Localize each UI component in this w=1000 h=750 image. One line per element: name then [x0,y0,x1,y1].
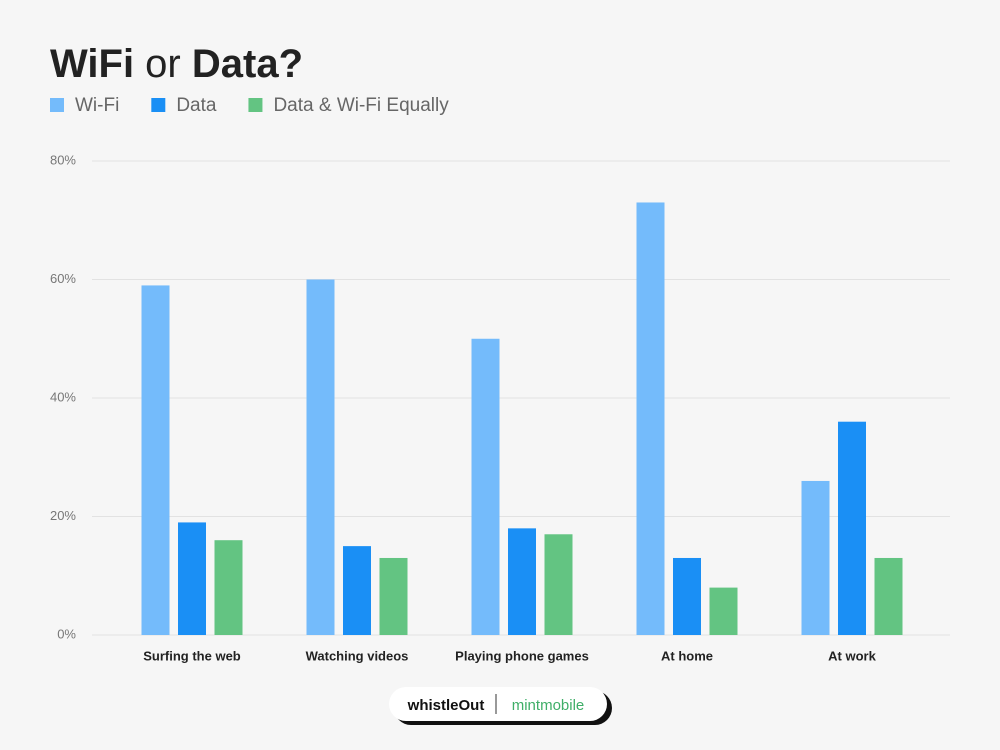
footer-badge: whistleOut mintmobile [389,687,612,725]
legend-label: Wi-Fi [75,95,119,116]
bar [636,202,665,635]
bar [874,557,903,635]
y-tick-label: 60% [50,271,76,286]
x-tick-label: At home [661,648,713,663]
y-tick-label: 40% [50,389,76,404]
bar [471,338,500,635]
legend-swatch [248,98,263,112]
bar [141,285,170,635]
bar [379,557,408,635]
y-tick-label: 0% [57,626,76,641]
chart-title: WiFi or Data? [50,42,303,86]
bar [709,587,738,635]
bar [673,557,701,635]
x-tick-label: Surfing the web [143,648,241,663]
legend-label: Data & Wi-Fi Equally [273,95,449,116]
y-tick-label: 80% [50,152,76,167]
bar [801,480,830,635]
bar [838,421,866,635]
bar [306,279,335,635]
legend-label: Data [176,95,217,116]
bar [214,540,243,635]
x-tick-label: Playing phone games [455,648,589,663]
bar [508,528,536,635]
x-tick-label: Watching videos [306,648,409,663]
legend-swatch [151,98,166,112]
legend-swatch [50,98,64,112]
logo-whistleout: whistleOut [407,697,485,714]
y-tick-label: 20% [50,508,76,523]
x-tick-label: At work [828,648,876,663]
bar [544,534,573,635]
badge [389,687,607,721]
logo-mintmobile: mintmobile [512,697,585,714]
bar [343,546,371,635]
bar [178,522,206,635]
